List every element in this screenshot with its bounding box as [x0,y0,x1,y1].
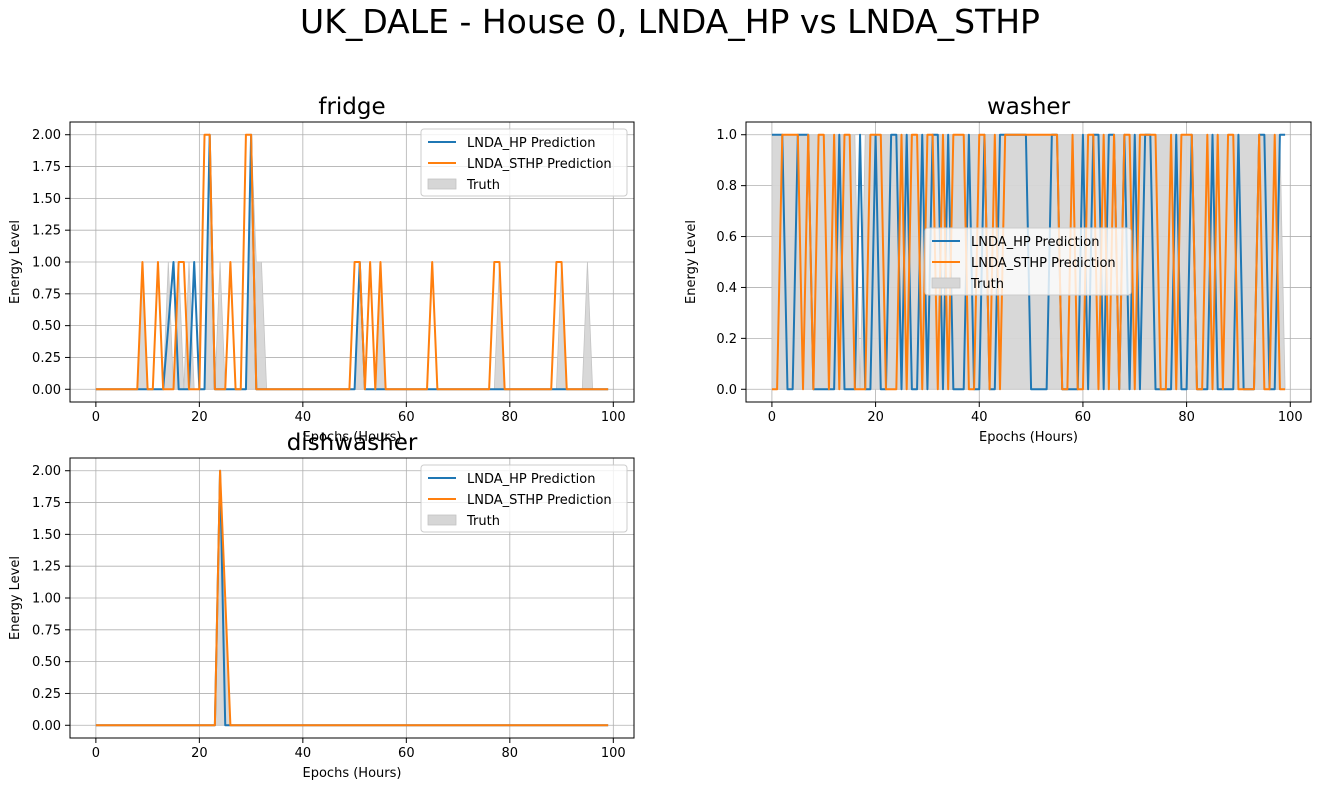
y-tick-label: 0.75 [32,287,61,302]
x-tick-label: 20 [867,410,884,425]
axes-frame [745,121,1312,403]
y-tick-label: 0.0 [716,383,737,398]
legend-label: LNDA_HP Prediction [971,235,1099,250]
legend-label: Truth [970,277,1004,292]
y-tick-label: 0.00 [32,719,61,734]
x-tick-label: 20 [191,410,208,425]
x-tick-label: 100 [1278,410,1303,425]
y-axis-label: Energy Level [8,220,23,304]
y-tick-label: 0.50 [32,319,61,334]
subplot-title: fridge [318,94,385,120]
legend-box [420,464,628,533]
sthp-prediction-line [95,133,609,391]
x-tick-label: 60 [398,746,415,761]
x-tick-label: 100 [601,410,626,425]
y-tick-label: 2.00 [32,128,61,143]
subplot-fridge: 0 20 40 60 80 100 0.00 0.25 0.50 0.75 1.00 1.25 1.50… [8,94,635,445]
x-axis-label: Epochs (Hours) [303,430,402,445]
x-axis-label: Epochs (Hours) [303,766,402,781]
y-tick-label: 2.00 [32,464,61,479]
x-tick-label: 100 [601,746,626,761]
legend-box [420,128,628,197]
legend-label: LNDA_HP Prediction [467,136,595,151]
y-tick-label: 0.50 [32,655,61,670]
legend-label: LNDA_STHP Prediction [467,493,612,508]
y-tick-label: 1.75 [32,496,61,511]
y-axis-label: Energy Level [8,556,23,640]
legend-swatch-truth [427,514,457,526]
legend-label: LNDA_STHP Prediction [467,157,612,172]
x-tick-label: 20 [191,746,208,761]
x-tick-label: 60 [398,410,415,425]
x-tick-label: 0 [92,746,100,761]
x-tick-label: 40 [295,410,312,425]
y-tick-label: 0.00 [32,383,61,398]
y-tick-label: 0.75 [32,623,61,638]
legend-swatch-truth [427,178,457,190]
legend-label: Truth [466,178,500,193]
y-tick-label: 1.50 [32,192,61,207]
y-tick-label: 1.25 [32,560,61,575]
y-tick-label: 0.4 [716,281,737,296]
x-tick-label: 80 [502,746,519,761]
y-tick-label: 1.00 [32,592,61,607]
x-tick-label: 80 [502,410,519,425]
x-tick-label: 0 [92,410,100,425]
x-tick-label: 0 [768,410,776,425]
legend-swatch-truth [931,277,961,289]
sthp-prediction-line [95,469,609,727]
y-axis-label: Energy Level [684,220,699,304]
y-tick-label: 1.75 [32,160,61,175]
subplot-dishwasher: 0 20 40 60 80 100 0.00 0.25 0.50 0.75 1.00 1.25 1.50… [8,430,635,781]
y-tick-label: 0.25 [32,687,61,702]
subplot-washer: 0 20 40 60 80 100 0.0 0.2 0.4 0.6 0.8 1.0 washer Epoc… [684,94,1312,445]
y-tick-label: 0.2 [716,332,737,347]
y-tick-label: 1.50 [32,528,61,543]
y-tick-label: 1.00 [32,256,61,271]
subplot-title: washer [987,94,1071,120]
x-tick-label: 80 [1178,410,1195,425]
legend-label: Truth [466,514,500,529]
legend-label: LNDA_STHP Prediction [971,256,1116,271]
y-tick-label: 1.0 [716,128,737,143]
x-tick-label: 40 [971,410,988,425]
y-tick-label: 0.6 [716,230,737,245]
y-tick-label: 0.25 [32,351,61,366]
subplot-title: dishwasher [287,430,418,456]
x-tick-label: 40 [295,746,312,761]
sthp-prediction-line [771,133,1286,391]
legend-box [924,227,1132,296]
x-axis-label: Epochs (Hours) [979,430,1078,445]
figure-title: UK_DALE - House 0, LNDA_HP vs LNDA_STHP [300,2,1040,41]
x-tick-label: 60 [1075,410,1092,425]
y-tick-label: 0.8 [716,179,737,194]
y-tick-label: 1.25 [32,224,61,239]
legend-label: LNDA_HP Prediction [467,472,595,487]
